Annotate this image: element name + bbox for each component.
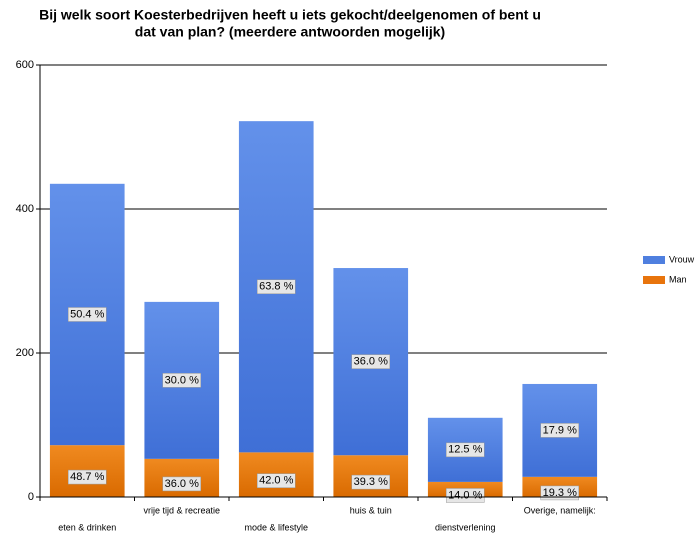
label-box (162, 373, 201, 388)
data-label: 17.9 % (543, 424, 577, 436)
legend-swatch (643, 256, 665, 264)
label-box (446, 442, 485, 458)
label-box (446, 488, 485, 503)
label-box (257, 279, 296, 295)
data-label: 12.5 % (448, 444, 482, 456)
label-box (257, 473, 296, 488)
label-box (68, 307, 107, 322)
y-tick-label: 600 (16, 59, 34, 71)
data-label: 48.7 % (70, 471, 104, 483)
data-label: 42.0 % (259, 475, 293, 487)
x-tick-label: eten & drinken (58, 522, 116, 532)
x-tick-label: mode & lifestyle (244, 522, 308, 532)
label-box (351, 474, 390, 490)
y-tick-label: 0 (28, 491, 34, 503)
label-box (540, 423, 579, 438)
x-tick-label: vrije tijd & recreatie (143, 505, 220, 515)
chart-title: Bij welk soort Koesterbedrijven heeft u … (39, 7, 541, 23)
label-box (162, 476, 201, 492)
chart-title: dat van plan? (meerdere antwoorden mogel… (135, 24, 445, 40)
label-box (540, 485, 579, 501)
legend-label: Man (669, 274, 687, 284)
legend-swatch (643, 276, 665, 284)
data-label: 30.0 % (165, 374, 199, 386)
data-label: 36.0 % (354, 356, 388, 368)
data-label: 50.4 % (70, 308, 104, 320)
x-tick-label: huis & tuin (350, 505, 392, 515)
x-tick-label: dienstverlening (435, 522, 496, 532)
data-label: 36.0 % (165, 478, 199, 490)
data-label: 39.3 % (354, 476, 388, 488)
label-box (68, 469, 107, 485)
x-tick-label: Overige, namelijk: (524, 505, 596, 515)
data-label: 19.3 % (543, 487, 577, 499)
legend-label: Vrouw (669, 254, 695, 264)
label-box (351, 354, 390, 369)
y-tick-label: 200 (16, 347, 34, 359)
data-label: 14.0 % (448, 489, 482, 501)
data-label: 63.8 % (259, 281, 293, 293)
y-tick-label: 400 (16, 203, 34, 215)
